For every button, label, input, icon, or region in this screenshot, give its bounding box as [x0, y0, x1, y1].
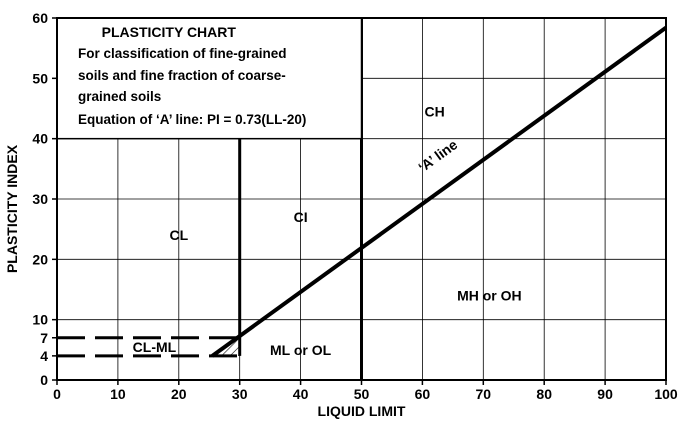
y-tick-label: 7 [40, 330, 48, 346]
zone-label: CH [424, 104, 444, 120]
description-line-1: For classification of fine-grained [78, 46, 287, 61]
x-axis-ticks: 0 10 20 30 40 50 60 70 80 90 100 [53, 380, 678, 402]
y-tick-label: 40 [32, 131, 48, 147]
x-tick-label: 20 [171, 386, 187, 402]
description-line-2: soils and fine fraction of coarse- [78, 68, 286, 83]
y-tick-label: 20 [32, 251, 48, 267]
x-tick-label: 10 [110, 386, 126, 402]
x-tick-label: 40 [293, 386, 309, 402]
zone-label: CI [294, 209, 308, 225]
y-tick-label: 10 [32, 312, 48, 328]
y-tick-label: 4 [40, 348, 48, 364]
zone-label: CL [169, 227, 188, 243]
equation-text: Equation of ‘A’ line: PI = 0.73(LL-20) [78, 112, 306, 127]
x-tick-label: 90 [597, 386, 613, 402]
description-line-3: grained soils [78, 89, 161, 104]
zone-labels: CL CI CH CL-ML ML or OL MH or OH [133, 104, 522, 358]
x-tick-label: 30 [232, 386, 248, 402]
a-line [211, 26, 668, 358]
x-tick-label: 60 [415, 386, 431, 402]
dashed-lines [57, 336, 240, 358]
y-tick-label: 50 [32, 70, 48, 86]
x-tick-label: 50 [354, 386, 370, 402]
chart-title: PLASTICITY CHART [102, 24, 237, 40]
a-line-label: ‘A’ line [415, 136, 460, 175]
y-tick-label: 30 [32, 191, 48, 207]
zone-label: ML or OL [270, 342, 332, 358]
x-axis-label: LIQUID LIMIT [318, 403, 406, 419]
x-tick-label: 100 [654, 386, 678, 402]
zone-label: MH or OH [457, 288, 522, 304]
zone-label: CL-ML [133, 339, 177, 355]
a-line-stroke [211, 26, 668, 358]
y-axis-label: PLASTICITY INDEX [4, 144, 20, 273]
x-tick-label: 80 [536, 386, 552, 402]
x-tick-label: 70 [476, 386, 492, 402]
y-tick-label: 60 [32, 10, 48, 26]
x-tick-label: 0 [53, 386, 61, 402]
y-axis-ticks: 0 4 7 10 20 30 40 50 60 [32, 10, 57, 388]
y-tick-label: 0 [40, 372, 48, 388]
